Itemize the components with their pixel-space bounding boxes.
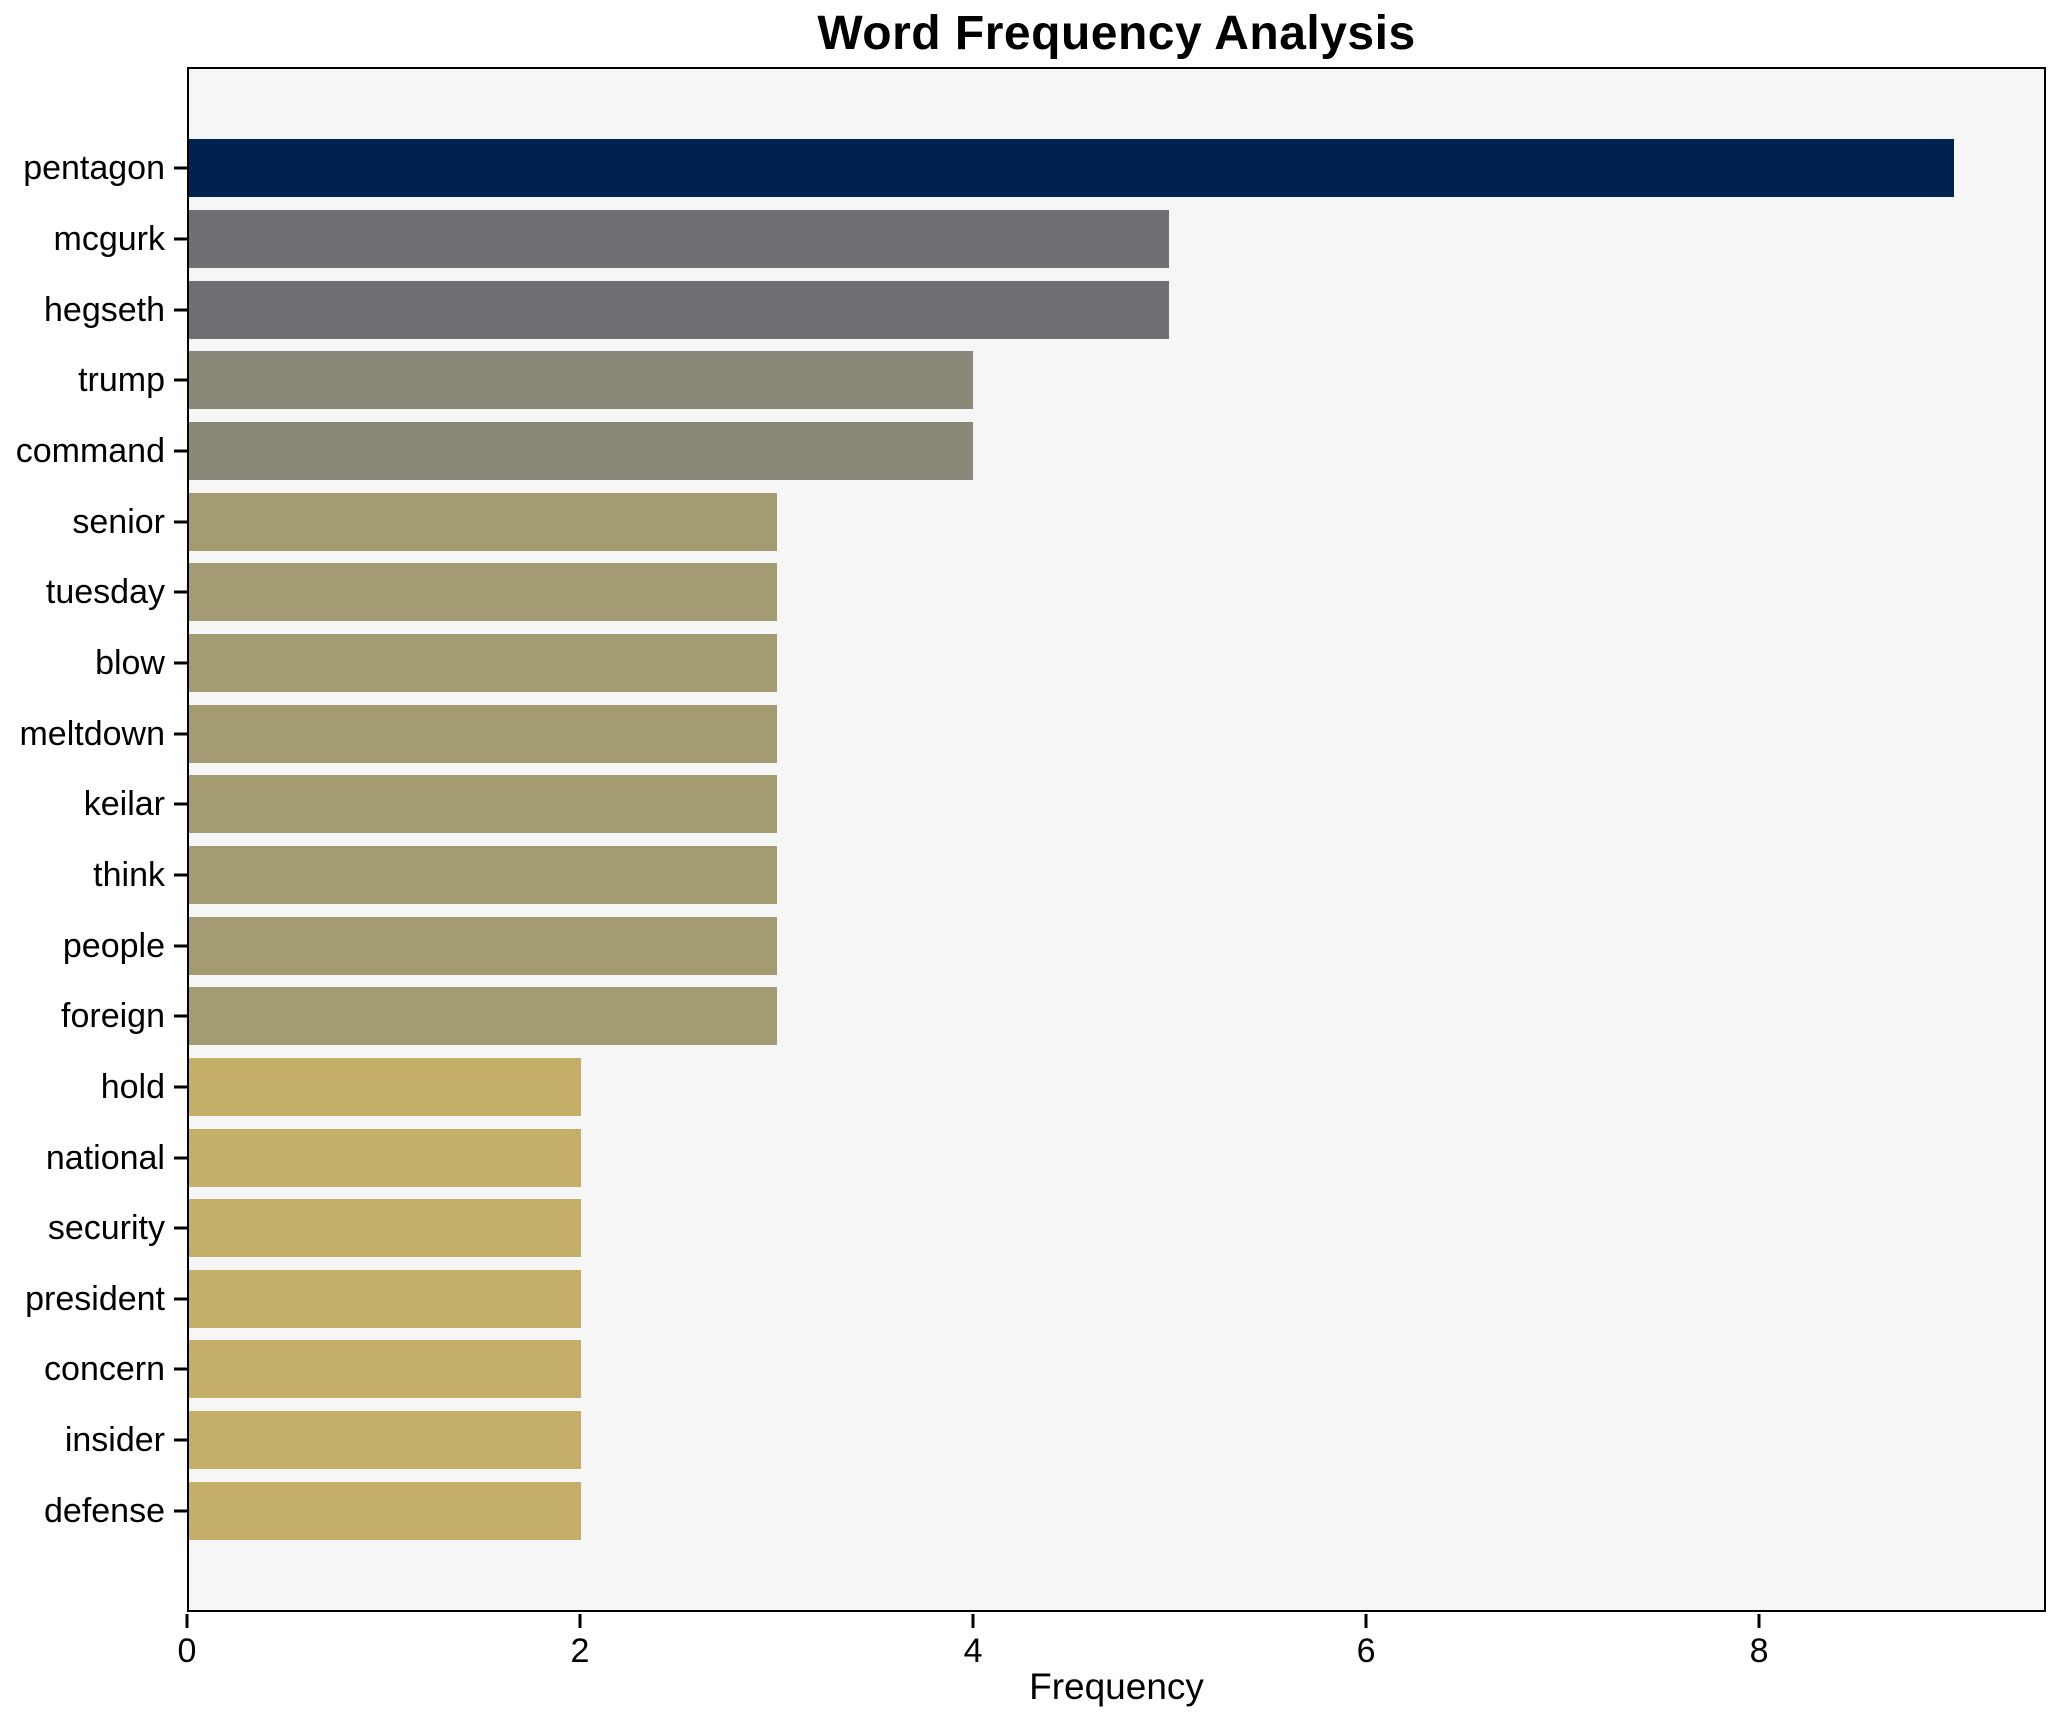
y-axis-label: defense [44, 1491, 165, 1530]
y-axis-label: president [25, 1279, 165, 1318]
y-tick-mark [174, 802, 187, 806]
y-tick-mark [174, 378, 187, 382]
bar-insider [189, 1411, 582, 1470]
x-axis-ticks: 0 2 4 6 8 [178, 1612, 2046, 1692]
y-tick-mark [174, 449, 187, 453]
y-tick-mark [174, 1156, 187, 1160]
bar-row: meltdown [19, 698, 2044, 769]
x-tick-mark [971, 1614, 975, 1628]
bar-row: senior [72, 486, 2044, 557]
y-tick-mark [174, 661, 187, 665]
y-tick-mark [174, 520, 187, 524]
x-tick-label: 8 [1749, 1632, 1769, 1670]
bar-trump [189, 351, 974, 410]
bar-row: pentagon [23, 133, 2044, 204]
bar-pentagon [189, 139, 1954, 198]
bar-mcgurk [189, 209, 1170, 268]
y-axis-label: blow [95, 643, 165, 682]
plot-area: pentagon mcgurk hegseth trump command senior t… [16, 67, 2046, 1612]
y-axis-label: hegseth [44, 290, 165, 329]
bar-row: national [46, 1122, 2044, 1193]
y-tick-mark [174, 590, 187, 594]
y-tick-mark [174, 308, 187, 312]
bar-defense [189, 1481, 582, 1540]
y-axis-label: tuesday [45, 573, 165, 612]
y-tick-mark [174, 944, 187, 948]
y-tick-mark [174, 166, 187, 170]
bar-row: people [63, 910, 2044, 981]
y-axis-label: security [47, 1209, 165, 1248]
x-tick-label: 0 [177, 1632, 197, 1670]
bar-row: hold [101, 1052, 2044, 1123]
bar-row: keilar [84, 769, 2044, 840]
bar-row: president [25, 1264, 2044, 1335]
y-axis-label: foreign [61, 997, 165, 1036]
y-axis-label: hold [100, 1067, 165, 1106]
y-axis-label: command [15, 431, 165, 470]
y-tick-mark [174, 873, 187, 877]
bar-row: foreign [61, 981, 2044, 1052]
bar-keilar [189, 775, 778, 834]
x-axis-label: Frequency [1029, 1666, 1204, 1707]
y-tick-mark [174, 237, 187, 241]
y-axis-label: meltdown [19, 714, 165, 753]
bar-people [189, 916, 778, 975]
y-tick-mark [174, 1367, 187, 1371]
bar-think [189, 845, 778, 904]
x-tick-mark [578, 1614, 582, 1628]
bar-president [189, 1269, 582, 1328]
bar-concern [189, 1340, 582, 1399]
bar-row: concern [44, 1334, 2044, 1405]
x-tick-mark [1757, 1614, 1761, 1628]
bar-meltdown [189, 704, 778, 763]
y-axis-label: trump [78, 361, 165, 400]
y-axis-label: people [62, 926, 165, 965]
x-tick-mark [185, 1614, 189, 1628]
bar-row: command [16, 416, 2044, 487]
y-tick-mark [174, 1226, 187, 1230]
y-axis-label: think [93, 855, 165, 894]
x-tick-label: 4 [963, 1632, 983, 1670]
bar-row: defense [44, 1475, 2044, 1546]
bar-row: tuesday [46, 557, 2044, 628]
y-axis-label: insider [64, 1421, 165, 1460]
x-tick-mark [1364, 1614, 1368, 1628]
y-axis-label: national [45, 1138, 165, 1177]
bar-row: security [48, 1193, 2044, 1264]
bar-blow [189, 633, 778, 692]
bar-foreign [189, 987, 778, 1046]
bar-row: trump [78, 345, 2044, 416]
chart-title: Word Frequency Analysis [817, 7, 1416, 60]
x-tick-label: 2 [570, 1632, 590, 1670]
bar-row: insider [65, 1405, 2044, 1476]
bar-row: think [93, 840, 2044, 911]
y-axis-label: pentagon [23, 149, 165, 188]
y-tick-mark [174, 1297, 187, 1301]
bar-row: blow [95, 628, 2044, 699]
bar-senior [189, 492, 778, 551]
y-axis-label: concern [44, 1350, 165, 1389]
bar-command [189, 421, 974, 480]
bar-national [189, 1128, 582, 1187]
y-tick-mark [174, 1438, 187, 1442]
y-tick-mark [174, 1085, 187, 1089]
y-tick-mark [174, 732, 187, 736]
bar-tuesday [189, 563, 778, 622]
bar-row: hegseth [44, 274, 2044, 345]
bars-container: pentagon mcgurk hegseth trump command senior t… [16, 69, 2044, 1610]
bar-row: mcgurk [54, 204, 2044, 275]
y-axis-label: mcgurk [53, 219, 165, 258]
y-axis-label: keilar [83, 785, 165, 824]
y-axis-label: senior [72, 502, 165, 541]
bar-hold [189, 1057, 582, 1116]
y-tick-mark [174, 1509, 187, 1513]
y-tick-mark [174, 1014, 187, 1018]
x-tick-label: 6 [1356, 1632, 1376, 1670]
bar-hegseth [189, 280, 1170, 339]
bar-security [189, 1199, 582, 1258]
